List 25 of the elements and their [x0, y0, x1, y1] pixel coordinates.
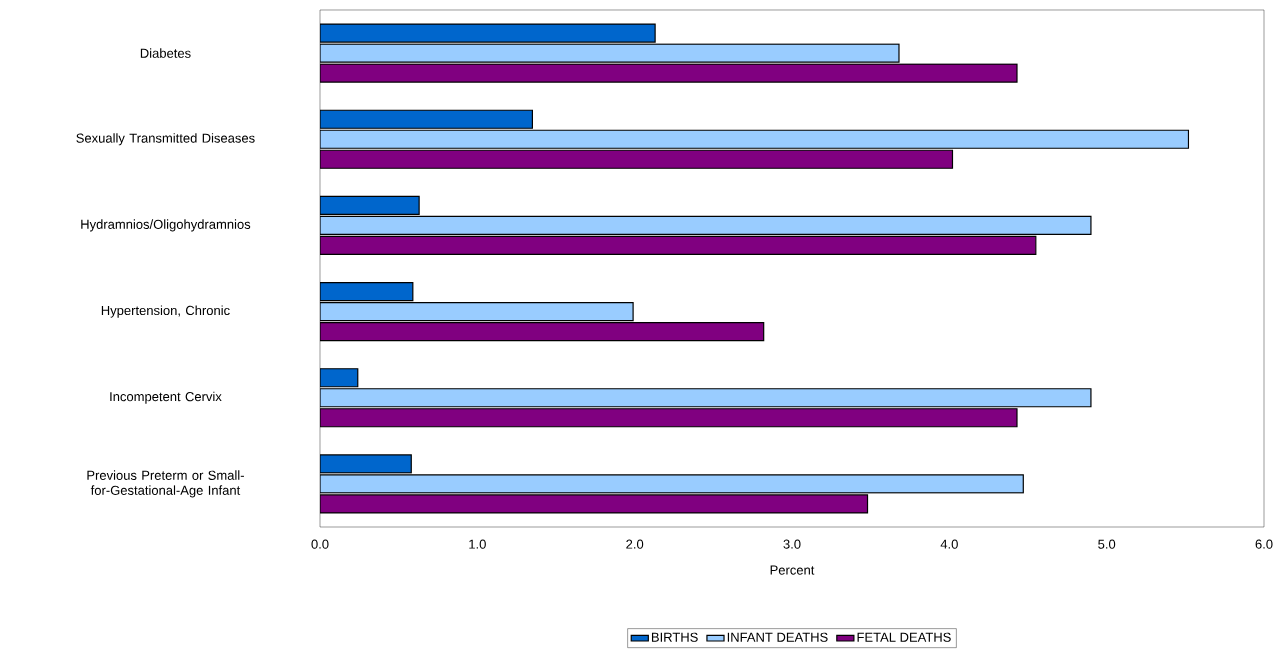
x-tick-label: 5.0 — [1098, 539, 1116, 549]
bar — [320, 368, 359, 388]
x-tick-label: 6.0 — [1255, 539, 1273, 549]
y-tick-label: Incompetent Cervix — [110, 391, 222, 404]
y-tick-label: Hydramnios/Oligohydramnios — [81, 219, 251, 232]
bar — [320, 235, 1037, 256]
x-tick-label: 0.0 — [311, 539, 329, 549]
y-tick-label: Hypertension, Chronic — [101, 305, 230, 318]
bar — [320, 109, 533, 129]
legend-label: FETAL DEATHS — [857, 632, 951, 642]
bar — [320, 195, 420, 216]
x-axis-title: Percent — [770, 565, 815, 575]
x-tick-label: 1.0 — [469, 539, 486, 549]
bar — [320, 149, 954, 169]
x-tick-label: 2.0 — [626, 539, 644, 549]
legend-label: BIRTHS — [651, 632, 698, 642]
x-tick-label: 3.0 — [783, 539, 801, 549]
bar — [320, 321, 765, 342]
y-tick-label: Diabetes — [140, 48, 191, 58]
x-tick-label: 4.0 — [940, 539, 958, 549]
y-tick-label: Previous Preterm or Small-for-Gestational-Age Infant — [87, 470, 244, 498]
bar — [320, 281, 414, 302]
legend-label: INFANT DEATHS — [727, 632, 828, 642]
y-tick-label: Sexually Transmitted Diseases — [76, 133, 255, 146]
bar — [320, 408, 1018, 428]
